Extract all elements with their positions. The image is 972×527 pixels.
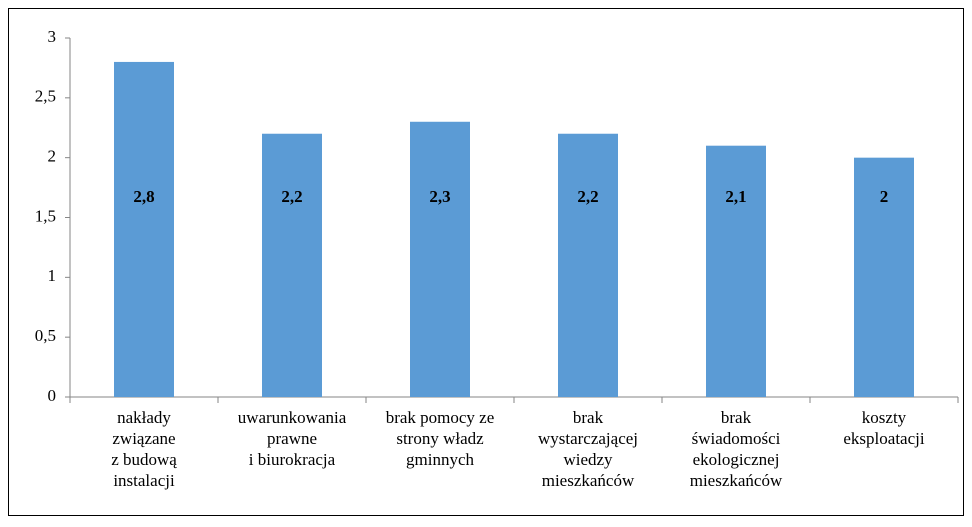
x-tick-label: nakłady związane z budową instalacji	[111, 408, 177, 490]
data-label: 2,8	[133, 187, 154, 206]
data-label: 2	[880, 187, 889, 206]
bar	[410, 121, 470, 398]
y-tick-label: 3	[48, 27, 57, 46]
bar	[262, 133, 322, 397]
x-tick-label: koszty eksploatacji	[843, 408, 924, 448]
x-tick-label: brak pomocy ze strony władz gminnych	[386, 408, 495, 469]
data-label: 2,1	[725, 187, 746, 206]
bar	[706, 145, 766, 397]
y-tick-label: 1	[48, 266, 57, 285]
bar	[854, 157, 914, 397]
data-label: 2,3	[429, 187, 450, 206]
y-tick-label: 2	[48, 147, 57, 166]
y-tick-label: 0,5	[35, 326, 56, 345]
data-label: 2,2	[281, 187, 302, 206]
data-label: 2,2	[577, 187, 598, 206]
y-tick-label: 0	[48, 386, 57, 405]
x-tick-label: uwarunkowania prawne i biurokracja	[238, 408, 347, 469]
x-tick-label: brak świadomości ekologicznej mieszkańców	[690, 408, 783, 490]
y-tick-label: 1,5	[35, 206, 56, 225]
x-tick-label: brak wystarczającej wiedzy mieszkańców	[538, 408, 638, 490]
bar	[114, 61, 174, 397]
bar	[558, 133, 618, 397]
y-tick-label: 2,5	[35, 87, 56, 106]
